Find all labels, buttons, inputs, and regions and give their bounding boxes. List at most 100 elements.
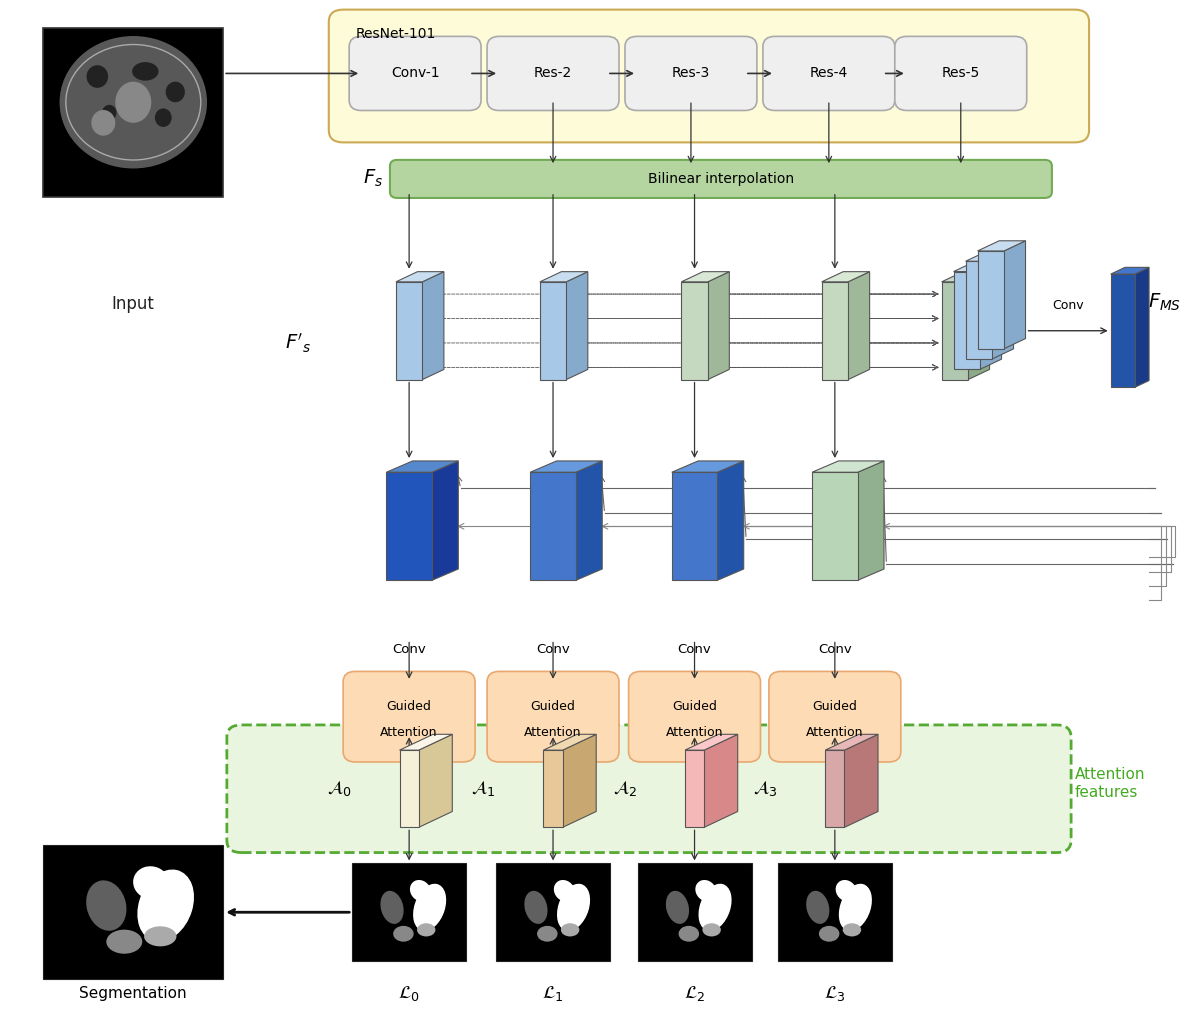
Polygon shape	[1111, 275, 1135, 387]
FancyBboxPatch shape	[389, 160, 1052, 198]
Text: Conv: Conv	[819, 643, 852, 656]
Text: Attention
features: Attention features	[1075, 768, 1146, 800]
Ellipse shape	[132, 62, 159, 80]
FancyBboxPatch shape	[227, 724, 1071, 852]
Text: Segmentation: Segmentation	[79, 987, 188, 1001]
Polygon shape	[980, 261, 1001, 369]
Polygon shape	[530, 461, 602, 473]
Ellipse shape	[60, 36, 207, 168]
Polygon shape	[941, 271, 989, 282]
Polygon shape	[1111, 267, 1149, 275]
Text: Res-2: Res-2	[534, 66, 572, 80]
Text: $\mathcal{L}_2$: $\mathcal{L}_2$	[684, 983, 706, 1003]
Ellipse shape	[137, 870, 194, 941]
Text: Input: Input	[112, 295, 155, 313]
Polygon shape	[682, 282, 708, 380]
Text: $\mathcal{L}_1$: $\mathcal{L}_1$	[542, 983, 564, 1003]
Polygon shape	[858, 461, 883, 580]
Polygon shape	[813, 461, 883, 473]
Polygon shape	[566, 271, 588, 380]
Ellipse shape	[144, 927, 177, 946]
Polygon shape	[845, 735, 877, 828]
Text: $F'_s$: $F'_s$	[285, 331, 311, 355]
Bar	[352, 864, 466, 961]
Text: Guided: Guided	[387, 700, 432, 713]
Polygon shape	[965, 251, 1013, 261]
Bar	[496, 864, 609, 961]
Polygon shape	[1004, 240, 1025, 349]
Ellipse shape	[133, 866, 169, 900]
FancyBboxPatch shape	[329, 9, 1089, 142]
Text: $\mathcal{A}_0$: $\mathcal{A}_0$	[327, 779, 351, 798]
Polygon shape	[543, 735, 596, 750]
Text: Attention: Attention	[524, 725, 582, 739]
Bar	[43, 28, 224, 197]
Ellipse shape	[115, 82, 151, 123]
Ellipse shape	[554, 880, 575, 902]
Ellipse shape	[695, 880, 716, 902]
Polygon shape	[1135, 267, 1149, 387]
Polygon shape	[826, 750, 845, 828]
Ellipse shape	[166, 82, 185, 102]
Text: Conv-1: Conv-1	[391, 66, 440, 80]
Ellipse shape	[102, 105, 117, 121]
Ellipse shape	[698, 883, 732, 931]
Ellipse shape	[839, 883, 871, 931]
Ellipse shape	[417, 924, 435, 936]
Text: Res-3: Res-3	[672, 66, 710, 80]
Ellipse shape	[557, 883, 590, 931]
Ellipse shape	[702, 924, 721, 936]
Ellipse shape	[393, 926, 413, 941]
Text: $\mathcal{L}_3$: $\mathcal{L}_3$	[825, 983, 846, 1003]
Polygon shape	[685, 735, 738, 750]
Polygon shape	[576, 461, 602, 580]
Polygon shape	[685, 750, 704, 828]
Bar	[43, 845, 224, 979]
Polygon shape	[672, 461, 744, 473]
Polygon shape	[977, 251, 1004, 349]
Ellipse shape	[807, 891, 829, 924]
Polygon shape	[563, 735, 596, 828]
Ellipse shape	[835, 880, 857, 902]
Text: Conv: Conv	[678, 643, 712, 656]
Polygon shape	[395, 271, 444, 282]
Polygon shape	[813, 473, 858, 580]
Ellipse shape	[155, 108, 172, 127]
Polygon shape	[849, 271, 869, 380]
Polygon shape	[718, 461, 744, 580]
Polygon shape	[386, 473, 432, 580]
Polygon shape	[395, 282, 422, 380]
Text: Conv: Conv	[1052, 299, 1084, 313]
Polygon shape	[992, 251, 1013, 359]
Polygon shape	[822, 271, 869, 282]
Ellipse shape	[843, 924, 861, 936]
Ellipse shape	[537, 926, 558, 941]
Text: Guided: Guided	[530, 700, 576, 713]
Ellipse shape	[819, 926, 839, 941]
Ellipse shape	[87, 65, 108, 88]
FancyBboxPatch shape	[625, 36, 757, 110]
FancyBboxPatch shape	[629, 672, 761, 762]
Polygon shape	[965, 261, 992, 359]
Text: $\mathcal{A}_1$: $\mathcal{A}_1$	[471, 779, 495, 798]
Polygon shape	[530, 473, 576, 580]
Polygon shape	[704, 735, 738, 828]
Polygon shape	[386, 461, 458, 473]
Text: $\mathcal{L}_0$: $\mathcal{L}_0$	[398, 983, 419, 1003]
FancyBboxPatch shape	[487, 36, 619, 110]
Text: Attention: Attention	[380, 725, 438, 739]
Ellipse shape	[91, 110, 115, 135]
Text: $\mathcal{A}_3$: $\mathcal{A}_3$	[752, 779, 778, 798]
Polygon shape	[953, 261, 1001, 271]
Ellipse shape	[410, 880, 432, 902]
Text: Res-5: Res-5	[941, 66, 980, 80]
Bar	[778, 864, 892, 961]
Text: $F_{MS}$: $F_{MS}$	[1148, 291, 1182, 313]
Ellipse shape	[524, 891, 548, 924]
Text: Conv: Conv	[536, 643, 570, 656]
Polygon shape	[432, 461, 458, 580]
FancyBboxPatch shape	[769, 672, 900, 762]
Text: Guided: Guided	[813, 700, 857, 713]
Text: $\mathcal{A}_2$: $\mathcal{A}_2$	[613, 779, 637, 798]
Polygon shape	[540, 271, 588, 282]
